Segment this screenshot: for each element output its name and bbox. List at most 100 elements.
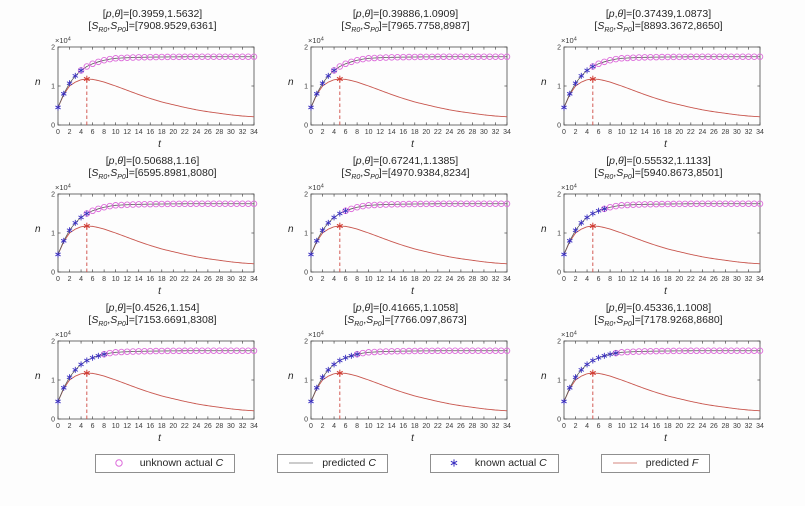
panel-title: [p,θ]=[0.37439,1.0873] [SR0,SP0]=[8893.36… — [532, 6, 785, 35]
svg-text:22: 22 — [687, 129, 695, 136]
svg-text:10: 10 — [618, 276, 626, 283]
svg-text:2: 2 — [557, 44, 561, 51]
panel-title-ptheta: [p,θ]=[0.3959,1.5632] — [102, 8, 203, 20]
svg-text:16: 16 — [652, 423, 660, 430]
svg-text:20: 20 — [675, 129, 683, 136]
subplot-1: [p,θ]=[0.3959,1.5632] [SR0,SP0]=[7908.952… — [26, 6, 279, 151]
panel-title-s: [SR0,SP0]=[8893.3672,8650] — [594, 20, 723, 35]
peak-marker — [336, 222, 343, 230]
svg-text:0: 0 — [56, 276, 60, 283]
panel-title-s: [SR0,SP0]=[6595.8981,8080] — [88, 167, 217, 182]
tick-marks — [57, 193, 255, 273]
svg-text:2: 2 — [321, 129, 325, 136]
legend-item-known-actual-C: known actual C — [429, 454, 559, 473]
svg-text:4: 4 — [585, 423, 589, 430]
unknown-actual-C-markers — [342, 200, 511, 215]
svg-text:26: 26 — [457, 276, 465, 283]
subplot-9: [p,θ]=[0.45336,1.1008] [SR0,SP0]=[7178.92… — [532, 300, 785, 445]
y-axis-multiplier: ×104 — [55, 183, 71, 192]
svg-text:4: 4 — [585, 276, 589, 283]
x-tick-labels: 0 2 4 6 8 10 12 14 16 18 20 22 24 26 28 30 32 34 — [562, 129, 764, 136]
axes-box — [57, 46, 255, 126]
svg-text:28: 28 — [216, 276, 224, 283]
svg-text:20: 20 — [422, 276, 430, 283]
x-axis-label: t — [158, 433, 161, 444]
x-axis-label: t — [411, 286, 414, 297]
svg-text:0: 0 — [304, 122, 308, 129]
svg-text:10: 10 — [618, 423, 626, 430]
svg-text:26: 26 — [204, 129, 212, 136]
svg-text:20: 20 — [422, 129, 430, 136]
peak-marker — [336, 369, 343, 377]
panel-title-s: [SR0,SP0]=[4970.9384,8234] — [341, 167, 470, 182]
predicted-F-curve — [310, 78, 508, 118]
predicted-F-curve — [563, 225, 761, 265]
svg-text:6: 6 — [344, 129, 348, 136]
svg-text:4: 4 — [332, 423, 336, 430]
known-actual-C-markers — [55, 67, 84, 111]
s-values: [5940.8673,8501] — [640, 167, 723, 180]
legend-label: predicted F — [645, 457, 699, 469]
svg-text:32: 32 — [492, 423, 500, 430]
x-axis-label: t — [158, 286, 161, 297]
y-axis-multiplier: ×104 — [308, 183, 324, 192]
svg-text:14: 14 — [135, 129, 143, 136]
svg-text:22: 22 — [434, 129, 442, 136]
svg-text:14: 14 — [388, 276, 396, 283]
svg-text:6: 6 — [91, 423, 95, 430]
svg-text:8: 8 — [608, 129, 612, 136]
predicted-F-curve — [310, 225, 508, 265]
svg-text:20: 20 — [169, 129, 177, 136]
svg-text:12: 12 — [629, 423, 637, 430]
tick-marks — [57, 340, 255, 420]
svg-text:16: 16 — [146, 276, 154, 283]
svg-text:2: 2 — [304, 44, 308, 51]
panel-title-s: [SR0,SP0]=[7766.097,8673] — [344, 314, 467, 329]
legend-label: unknown actual C — [139, 457, 224, 469]
svg-text:32: 32 — [492, 276, 500, 283]
svg-text:18: 18 — [158, 129, 166, 136]
p-theta-value: [0.50688,1.16] — [132, 155, 200, 167]
svg-text:6: 6 — [344, 276, 348, 283]
panel-title-ptheta: [p,θ]=[0.37439,1.0873] — [605, 8, 712, 20]
subplot-3: [p,θ]=[0.37439,1.0873] [SR0,SP0]=[8893.36… — [532, 6, 785, 151]
svg-text:0: 0 — [557, 122, 561, 129]
plot-area: n ×104 0 2 4 6 8 10 12 14 16 18 20 22 24 26 28 30 32 34 0 1 2 — [532, 329, 785, 433]
svg-text:10: 10 — [365, 276, 373, 283]
s-values: [7153.6691,8308] — [134, 314, 217, 327]
svg-text:34: 34 — [250, 129, 258, 136]
svg-text:8: 8 — [608, 276, 612, 283]
svg-text:0: 0 — [51, 122, 55, 129]
svg-text:14: 14 — [135, 423, 143, 430]
line-marker-icon — [289, 462, 314, 464]
plots-grid: [p,θ]=[0.3959,1.5632] [SR0,SP0]=[7908.952… — [26, 6, 785, 445]
svg-text:12: 12 — [123, 129, 131, 136]
y-axis-multiplier: ×104 — [561, 183, 577, 192]
svg-text:10: 10 — [112, 423, 120, 430]
svg-text:16: 16 — [146, 423, 154, 430]
unknown-actual-C-markers — [589, 53, 764, 70]
svg-text:1: 1 — [304, 83, 308, 90]
svg-text:30: 30 — [480, 423, 488, 430]
svg-text:24: 24 — [698, 129, 706, 136]
svg-text:1: 1 — [304, 377, 308, 384]
x-axis-label: t — [664, 433, 667, 444]
svg-text:0: 0 — [309, 129, 313, 136]
y-axis-label: n — [35, 224, 41, 235]
svg-text:34: 34 — [756, 129, 764, 136]
svg-text:34: 34 — [503, 276, 511, 283]
svg-text:34: 34 — [250, 276, 258, 283]
svg-text:6: 6 — [597, 423, 601, 430]
x-tick-labels: 0 2 4 6 8 10 12 14 16 18 20 22 24 26 28 30 32 34 — [56, 423, 258, 430]
panel-title: [p,θ]=[0.45336,1.1008] [SR0,SP0]=[7178.92… — [532, 300, 785, 329]
y-axis-label: n — [288, 371, 294, 382]
svg-text:32: 32 — [239, 276, 247, 283]
tick-marks — [310, 193, 508, 273]
svg-text:6: 6 — [91, 276, 95, 283]
svg-text:12: 12 — [123, 276, 131, 283]
svg-text:2: 2 — [68, 129, 72, 136]
svg-text:10: 10 — [618, 129, 626, 136]
panel-title: [p,θ]=[0.4526,1.154] [SR0,SP0]=[7153.6691… — [26, 300, 279, 329]
